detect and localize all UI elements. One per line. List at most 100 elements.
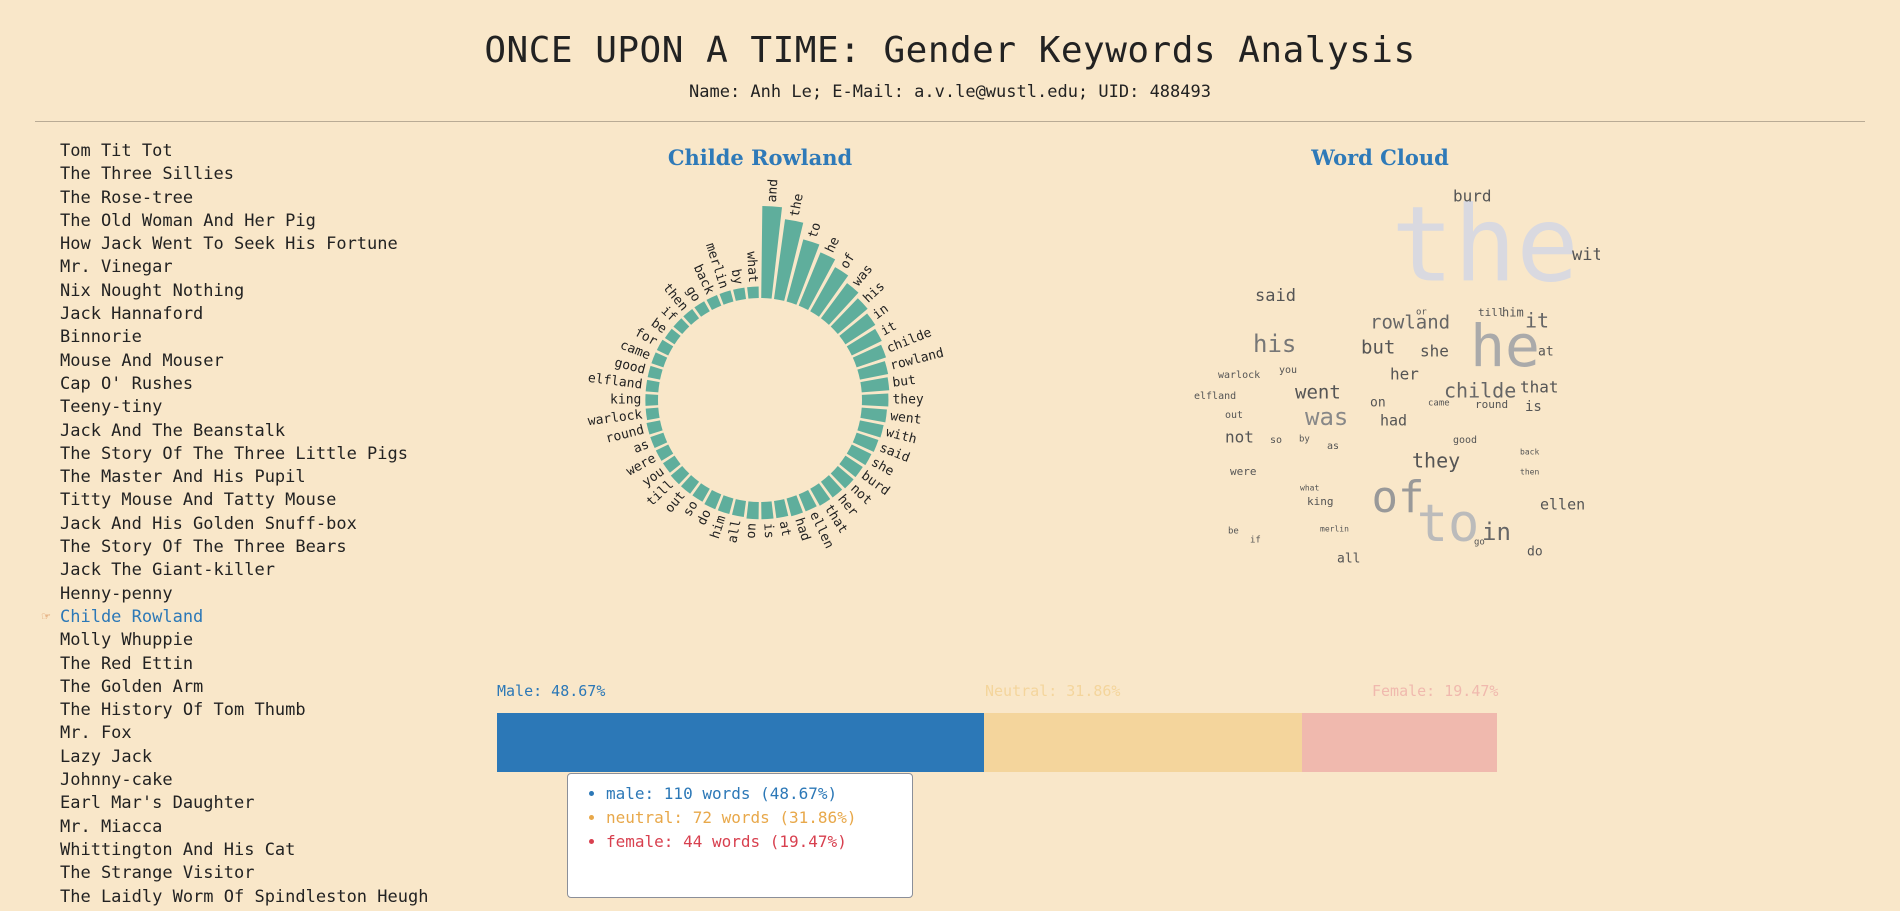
radial-bar[interactable]	[820, 283, 859, 325]
radial-bar[interactable]	[645, 394, 659, 406]
story-item[interactable]: The Laidly Worm Of Spindleston Heugh	[35, 886, 455, 909]
tooltip-female-item: female: 44 words (19.47%)	[606, 830, 912, 854]
radial-bar[interactable]	[810, 267, 849, 317]
word-cloud-word: that	[1520, 378, 1559, 397]
male-segment[interactable]	[497, 713, 984, 772]
female-segment[interactable]	[1302, 713, 1497, 772]
story-item[interactable]: Mr. Vinegar	[35, 256, 455, 279]
radial-bar[interactable]	[694, 301, 710, 317]
radial-bar[interactable]	[773, 499, 789, 519]
radial-bar[interactable]	[717, 495, 734, 515]
radial-bar[interactable]	[820, 475, 843, 498]
radial-word-label: at	[776, 520, 794, 538]
radial-bar[interactable]	[673, 318, 690, 335]
radial-bar[interactable]	[704, 489, 722, 510]
story-item[interactable]: The Three Sillies	[35, 163, 455, 186]
radial-bar[interactable]	[860, 377, 890, 393]
radial-bar[interactable]	[857, 420, 884, 438]
radial-bar[interactable]	[860, 407, 887, 423]
story-item[interactable]: Jack The Giant-killer	[35, 559, 455, 582]
radial-bar[interactable]	[846, 444, 872, 466]
word-cloud-word: go	[1474, 538, 1485, 548]
story-item[interactable]: Lazy Jack	[35, 746, 455, 769]
story-item[interactable]: Molly Whuppie	[35, 629, 455, 652]
neutral-segment[interactable]	[983, 713, 1303, 772]
story-item[interactable]: Earl Mar's Daughter	[35, 792, 455, 815]
radial-bar[interactable]	[733, 287, 747, 301]
story-item[interactable]: The Red Ettin	[35, 653, 455, 676]
radial-bar[interactable]	[861, 393, 889, 407]
radial-bar[interactable]	[646, 420, 663, 435]
radial-bar[interactable]	[786, 239, 820, 305]
word-cloud-word: was	[1305, 403, 1348, 431]
radial-bar[interactable]	[786, 495, 803, 517]
radial-bar[interactable]	[683, 308, 700, 325]
radial-bar[interactable]	[719, 290, 734, 305]
story-item[interactable]: Henny-penny	[35, 583, 455, 606]
story-item[interactable]: Jack Hannaford	[35, 303, 455, 326]
story-title: The History Of Tom Thumb	[60, 700, 306, 721]
radial-bar[interactable]	[857, 361, 889, 380]
radial-bar[interactable]	[664, 328, 681, 345]
story-item[interactable]: ☞ Childe Rowland	[35, 606, 455, 629]
radial-bar[interactable]	[839, 313, 876, 345]
story-item[interactable]: How Jack Went To Seek His Fortune	[35, 233, 455, 256]
word-cloud-word: the	[1391, 183, 1579, 305]
story-item[interactable]: Mr. Miacca	[35, 816, 455, 839]
radial-word-label: do	[695, 507, 715, 528]
radial-bar[interactable]	[810, 483, 831, 506]
story-item[interactable]: Titty Mouse And Tatty Mouse	[35, 489, 455, 512]
radial-bar[interactable]	[655, 444, 674, 461]
radial-bar[interactable]	[830, 298, 868, 335]
tooltip-neutral-item: neutral: 72 words (31.86%)	[606, 806, 912, 830]
word-cloud-word: what	[1300, 484, 1319, 493]
radial-bar[interactable]	[680, 475, 700, 494]
radial-bar[interactable]	[798, 489, 817, 512]
story-item[interactable]: Whittington And His Cat	[35, 839, 455, 862]
radial-bar[interactable]	[747, 286, 759, 299]
radial-bar[interactable]	[645, 379, 660, 393]
radial-bar[interactable]	[773, 219, 804, 301]
story-item[interactable]: Teeny-tiny	[35, 396, 455, 419]
story-item[interactable]: Jack And The Beanstalk	[35, 420, 455, 443]
story-title: Titty Mouse And Tatty Mouse	[60, 490, 337, 511]
radial-bar[interactable]	[852, 344, 887, 368]
word-cloud-word: in	[1482, 518, 1511, 546]
story-item[interactable]: The Strange Visitor	[35, 862, 455, 885]
radial-bar[interactable]	[846, 328, 882, 356]
radial-bar[interactable]	[670, 465, 690, 485]
radial-bar[interactable]	[651, 352, 668, 368]
story-item[interactable]: Cap O' Rushes	[35, 373, 455, 396]
story-item[interactable]: Nix Nought Nothing	[35, 280, 455, 303]
radial-word-label: in	[870, 301, 891, 322]
radial-bar[interactable]	[798, 252, 836, 311]
story-item[interactable]: Mr. Fox	[35, 722, 455, 745]
radial-bar[interactable]	[852, 432, 879, 452]
radial-bar[interactable]	[647, 365, 663, 380]
radial-bar[interactable]	[645, 407, 660, 421]
radial-bar[interactable]	[706, 294, 722, 311]
story-item[interactable]: Johnny-cake	[35, 769, 455, 792]
radial-bar[interactable]	[839, 455, 863, 478]
story-item[interactable]: Mouse And Mouser	[35, 350, 455, 373]
radial-bar[interactable]	[830, 465, 854, 489]
radial-bar[interactable]	[761, 501, 774, 520]
story-item[interactable]: The Story Of The Three Bears	[35, 536, 455, 559]
story-item[interactable]: The Story Of The Three Little Pigs	[35, 443, 455, 466]
story-item[interactable]: The Old Woman And Her Pig	[35, 210, 455, 233]
radial-bar[interactable]	[656, 339, 674, 356]
radial-bar[interactable]	[761, 206, 783, 299]
story-item[interactable]: Tom Tit Tot	[35, 140, 455, 163]
radial-bar[interactable]	[692, 483, 710, 502]
story-item[interactable]: Binnorie	[35, 326, 455, 349]
story-item[interactable]: The Golden Arm	[35, 676, 455, 699]
radial-bar[interactable]	[650, 432, 668, 449]
story-item[interactable]: The Rose-tree	[35, 187, 455, 210]
radial-bar[interactable]	[662, 455, 681, 473]
radial-bar[interactable]	[746, 501, 759, 520]
story-item[interactable]: The Master And His Pupil	[35, 466, 455, 489]
story-item[interactable]: Jack And His Golden Snuff-box	[35, 513, 455, 536]
female-percent-label: Female: 19.47%	[1372, 682, 1499, 700]
radial-bar[interactable]	[732, 499, 747, 517]
story-item[interactable]: The History Of Tom Thumb	[35, 699, 455, 722]
